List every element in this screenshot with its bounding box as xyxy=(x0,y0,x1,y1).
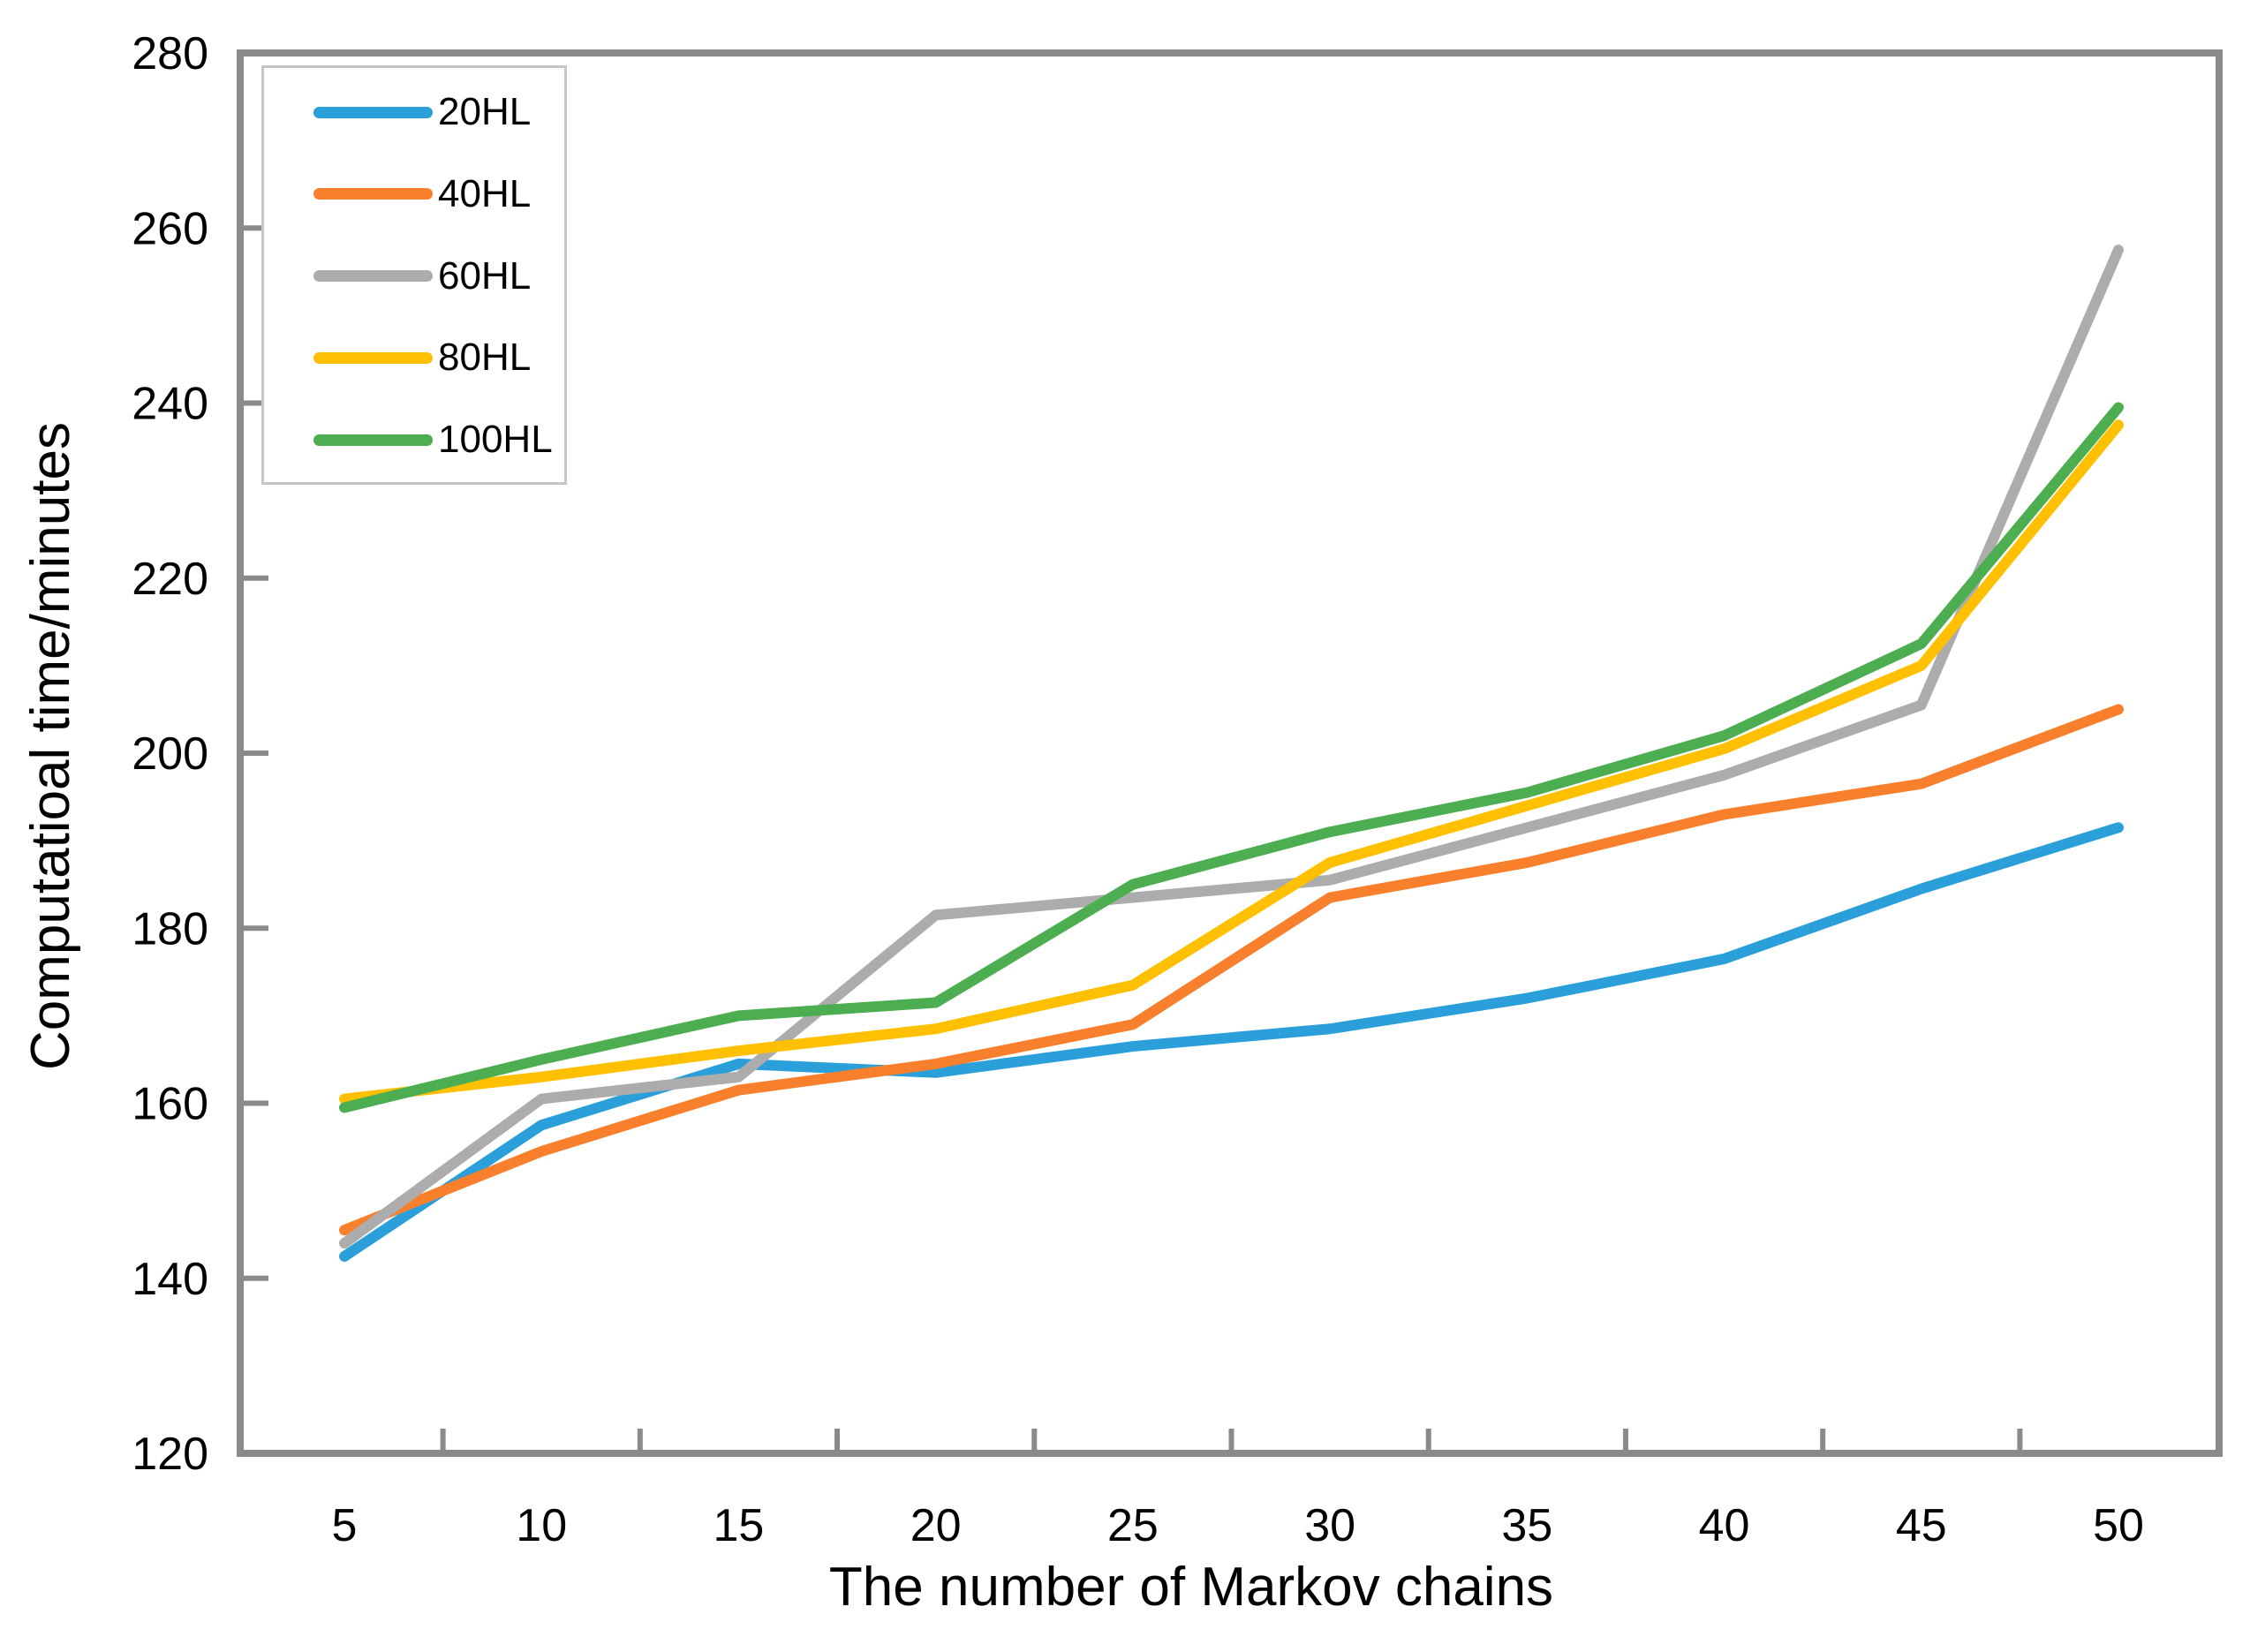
series-line-100hl xyxy=(339,402,2124,1113)
series-line-80hl xyxy=(339,419,2124,1105)
x-tick-label: 45 xyxy=(1896,1500,1947,1551)
y-tick-label: 240 xyxy=(132,379,208,430)
legend-item-40hl: 40HL xyxy=(313,171,564,215)
y-axis-title: Computatioal time/minutes xyxy=(20,422,81,1070)
chart-legend: 20HL 40HL 60HL 80HL 100HL xyxy=(261,65,567,485)
x-tick-label: 20 xyxy=(910,1500,962,1551)
y-tick-label: 180 xyxy=(132,903,208,954)
y-tick-label: 140 xyxy=(132,1254,208,1305)
y-tick-label: 220 xyxy=(132,554,208,605)
legend-label: 20HL xyxy=(438,90,532,133)
x-tick-label: 10 xyxy=(516,1500,567,1551)
series-line-20hl xyxy=(339,822,2124,1262)
legend-line-swatch-icon xyxy=(313,270,433,282)
x-tick-label: 30 xyxy=(1304,1500,1355,1551)
legend-label: 80HL xyxy=(438,336,532,380)
y-tick-label: 260 xyxy=(132,203,208,254)
legend-item-20hl: 20HL xyxy=(313,93,564,132)
x-tick-label: 50 xyxy=(2093,1500,2144,1551)
x-tick-label: 40 xyxy=(1699,1500,1750,1551)
x-tick-label: 15 xyxy=(714,1500,765,1551)
x-tick-label: 25 xyxy=(1107,1500,1159,1551)
legend-line-swatch-icon xyxy=(313,351,433,364)
legend-item-80hl: 80HL xyxy=(313,338,564,377)
legend-line-swatch-icon xyxy=(313,188,433,200)
y-tick-label: 200 xyxy=(132,728,208,780)
x-tick-label: 5 xyxy=(332,1500,358,1551)
legend-item-100hl: 100HL xyxy=(313,420,564,459)
x-axis-title: The number of Markov chains xyxy=(828,1557,1554,1618)
plot-border xyxy=(237,49,2223,1457)
series-line-40hl xyxy=(339,704,2124,1236)
legend-label: 60HL xyxy=(438,253,532,298)
legend-label: 100HL xyxy=(438,418,553,461)
series-line-60hl xyxy=(339,245,2124,1249)
legend-line-swatch-icon xyxy=(313,106,433,118)
y-tick-label: 280 xyxy=(132,28,208,79)
y-tick-label: 160 xyxy=(132,1079,208,1130)
legend-label: 40HL xyxy=(438,171,532,215)
legend-line-swatch-icon xyxy=(313,434,433,446)
x-tick-label: 35 xyxy=(1501,1500,1552,1551)
y-tick-label: 120 xyxy=(132,1429,208,1480)
legend-item-60hl: 60HL xyxy=(313,253,564,298)
